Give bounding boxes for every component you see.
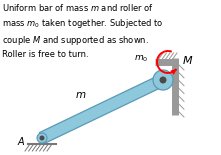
Circle shape (40, 135, 44, 140)
Circle shape (160, 77, 166, 84)
Polygon shape (39, 75, 166, 143)
Text: Uniform bar of mass $m$ and roller of
mass $m_0$ taken together. Subjected to
co: Uniform bar of mass $m$ and roller of ma… (2, 2, 164, 59)
Circle shape (153, 70, 173, 90)
Text: $m$: $m$ (75, 90, 86, 100)
Circle shape (37, 133, 47, 143)
Text: $m_0$: $m_0$ (134, 53, 148, 64)
Text: $M$: $M$ (182, 54, 193, 66)
Text: $A$: $A$ (17, 135, 26, 147)
